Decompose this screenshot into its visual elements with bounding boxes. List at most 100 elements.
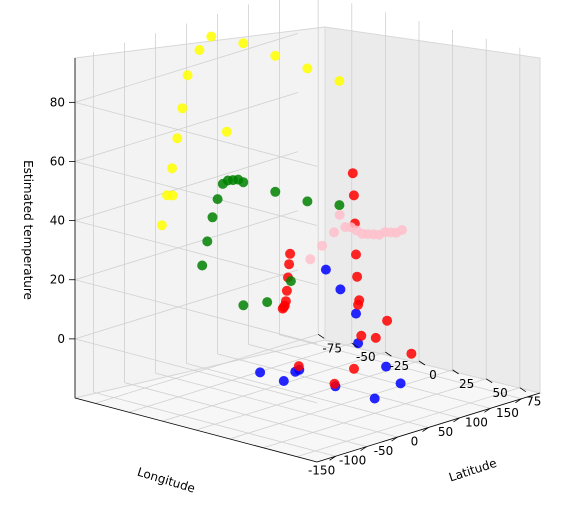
data-point xyxy=(212,194,223,205)
axes: -150 -100 -50 0 50 100 150 75 50 25 0 -25 -50 -75 0 20 4… xyxy=(50,58,541,477)
data-point xyxy=(370,332,381,343)
y-tick xyxy=(418,360,426,366)
x-tick-label: 0 xyxy=(411,435,419,449)
grid-lines xyxy=(73,0,522,458)
data-point xyxy=(172,133,183,144)
data-point xyxy=(335,284,346,295)
x-tick-label: -150 xyxy=(308,463,335,477)
data-point xyxy=(351,249,361,260)
data-point xyxy=(238,177,249,188)
x-tick-label: 150 xyxy=(496,406,519,420)
z-tick-label: 80 xyxy=(50,95,65,109)
data-point xyxy=(285,248,296,259)
data-point xyxy=(369,393,380,404)
data-point xyxy=(329,227,339,238)
data-point xyxy=(381,361,392,372)
x-tick-label: 100 xyxy=(465,415,488,429)
grid-line-y xyxy=(195,360,420,431)
y-axis-label: Latitude xyxy=(447,456,498,485)
data-point xyxy=(284,259,295,270)
data-point xyxy=(182,70,193,81)
data-point xyxy=(177,103,188,114)
data-point xyxy=(278,376,289,386)
z-tick-label: 20 xyxy=(50,273,65,287)
data-point xyxy=(334,209,345,220)
grid-line-y xyxy=(263,378,487,449)
y-tick xyxy=(351,342,358,348)
y-tick-label: 75 xyxy=(526,395,541,409)
x-axis-label: Longitude xyxy=(136,465,197,496)
y-tick-label: 25 xyxy=(459,377,474,391)
data-point xyxy=(221,126,232,137)
data-point xyxy=(197,260,208,271)
y-tick-label: 50 xyxy=(493,386,508,400)
x-tick xyxy=(329,455,336,461)
data-point xyxy=(202,236,213,247)
data-point xyxy=(334,200,345,211)
data-point xyxy=(317,240,328,251)
data-point xyxy=(352,271,363,282)
grid-line-y xyxy=(128,342,352,413)
z-tick-label: 40 xyxy=(50,214,65,228)
data-point xyxy=(349,363,359,374)
z-axis-label: Estimated temperature xyxy=(21,160,35,300)
x-tick xyxy=(453,417,460,423)
grid-line-y xyxy=(95,333,319,404)
data-point xyxy=(270,50,281,61)
data-point xyxy=(351,308,361,319)
grid-line-y xyxy=(296,387,520,458)
data-point xyxy=(353,299,364,310)
z-tick-label: 0 xyxy=(57,332,65,346)
z-tick-label: 60 xyxy=(50,155,65,169)
data-point xyxy=(302,196,313,207)
data-point xyxy=(194,45,205,55)
y-tick xyxy=(486,378,493,384)
data-point xyxy=(238,38,249,49)
x-tick xyxy=(515,398,522,404)
data-point xyxy=(329,378,340,389)
data-point xyxy=(270,186,281,197)
data-point xyxy=(293,361,304,372)
data-point xyxy=(347,168,358,179)
data-points xyxy=(156,31,417,404)
data-point xyxy=(281,285,292,296)
data-point xyxy=(356,330,367,341)
y-tick xyxy=(519,387,527,392)
x-tick xyxy=(360,446,367,451)
x-tick xyxy=(391,436,398,442)
x-tick-label: -50 xyxy=(374,444,394,458)
y-tick xyxy=(317,334,325,339)
data-point xyxy=(167,190,178,201)
x-tick-label: -100 xyxy=(339,454,366,468)
y-tick-label: -50 xyxy=(356,350,376,364)
y-tick-label: -25 xyxy=(390,359,410,373)
data-point xyxy=(334,76,345,86)
x-tick-label: 50 xyxy=(438,425,453,439)
data-point xyxy=(320,264,331,275)
data-point xyxy=(167,163,178,174)
data-point xyxy=(238,300,249,311)
pane-background xyxy=(74,26,542,463)
data-point xyxy=(397,225,407,235)
y-tick xyxy=(385,351,392,357)
data-point xyxy=(277,303,288,314)
data-point xyxy=(382,315,393,326)
data-point xyxy=(206,31,217,42)
y-tick-label: -75 xyxy=(322,341,342,355)
data-point xyxy=(207,212,218,223)
x-tick xyxy=(422,427,429,432)
data-point xyxy=(406,348,417,359)
data-point xyxy=(255,367,266,378)
x-tick xyxy=(484,408,491,413)
y-tick-label: 0 xyxy=(429,368,437,382)
y-tick xyxy=(452,369,459,375)
y-axis-line xyxy=(74,397,318,463)
data-point xyxy=(285,276,296,287)
data-point xyxy=(302,63,313,74)
data-point xyxy=(395,378,406,389)
data-point xyxy=(156,220,167,231)
grid-line-y xyxy=(229,369,453,440)
grid-line-y xyxy=(162,351,386,422)
data-point xyxy=(348,190,359,201)
